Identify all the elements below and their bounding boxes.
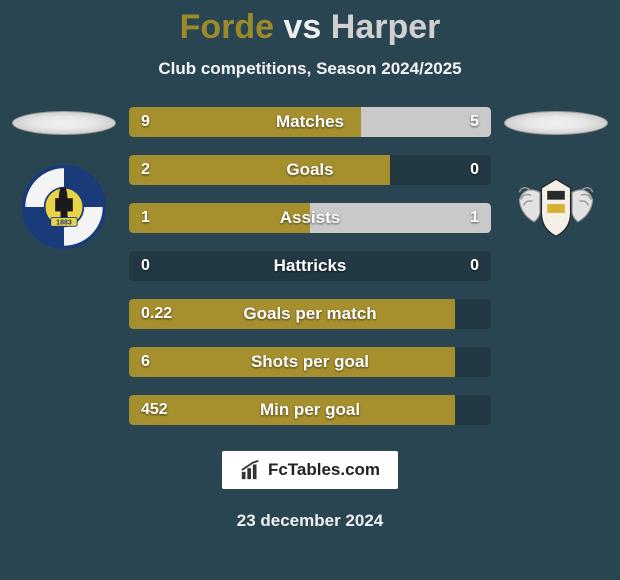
subtitle: Club competitions, Season 2024/2025 [158,59,461,79]
stat-label: Matches [129,107,491,137]
stat-label: Shots per goal [129,347,491,377]
comparison-title: Forde vs Harper [180,8,441,47]
svg-text:1883: 1883 [56,220,72,227]
stat-val-p1: 6 [141,347,150,377]
stat-row: Goals2 0 [129,155,491,185]
stat-val-p2: 0 [470,155,479,185]
stat-label: Hattricks [129,251,491,281]
stat-label: Goals [129,155,491,185]
stat-row: Assists1 1 [129,203,491,233]
player2-name: Harper [331,8,441,46]
stats-bars: Matches95Goals20Assists11Hattricks00Goal… [129,107,491,425]
date: 23 december 2024 [237,511,384,531]
player2-nation-icon [504,111,608,135]
vs-text: vs [284,8,322,46]
stat-val-p2: 0 [470,251,479,281]
stat-label: Min per goal [129,395,491,425]
stat-val-p1: 0.22 [141,299,172,329]
brand-watermark: FcTables.com [222,451,398,489]
stat-val-p2: 5 [470,107,479,137]
player2-club-badge [512,163,600,251]
stat-label: Assists [129,203,491,233]
brand-text: FcTables.com [268,460,380,480]
stat-val-p1: 0 [141,251,150,281]
stat-row: Shots per goal6 [129,347,491,377]
stat-val-p1: 9 [141,107,150,137]
chart-icon [240,459,262,481]
player1-nation-icon [12,111,116,135]
player1-club-badge: 1883 [20,163,108,251]
stat-row: Hattricks0 0 [129,251,491,281]
player1-name: Forde [180,8,274,46]
stat-val-p1: 452 [141,395,168,425]
stat-row: Min per goal452 [129,395,491,425]
stat-val-p1: 2 [141,155,150,185]
stat-label: Goals per match [129,299,491,329]
stat-row: Matches9 5 [129,107,491,137]
stat-val-p1: 1 [141,203,150,233]
stat-row: Goals per match0.22 [129,299,491,329]
stat-val-p2: 1 [470,203,479,233]
